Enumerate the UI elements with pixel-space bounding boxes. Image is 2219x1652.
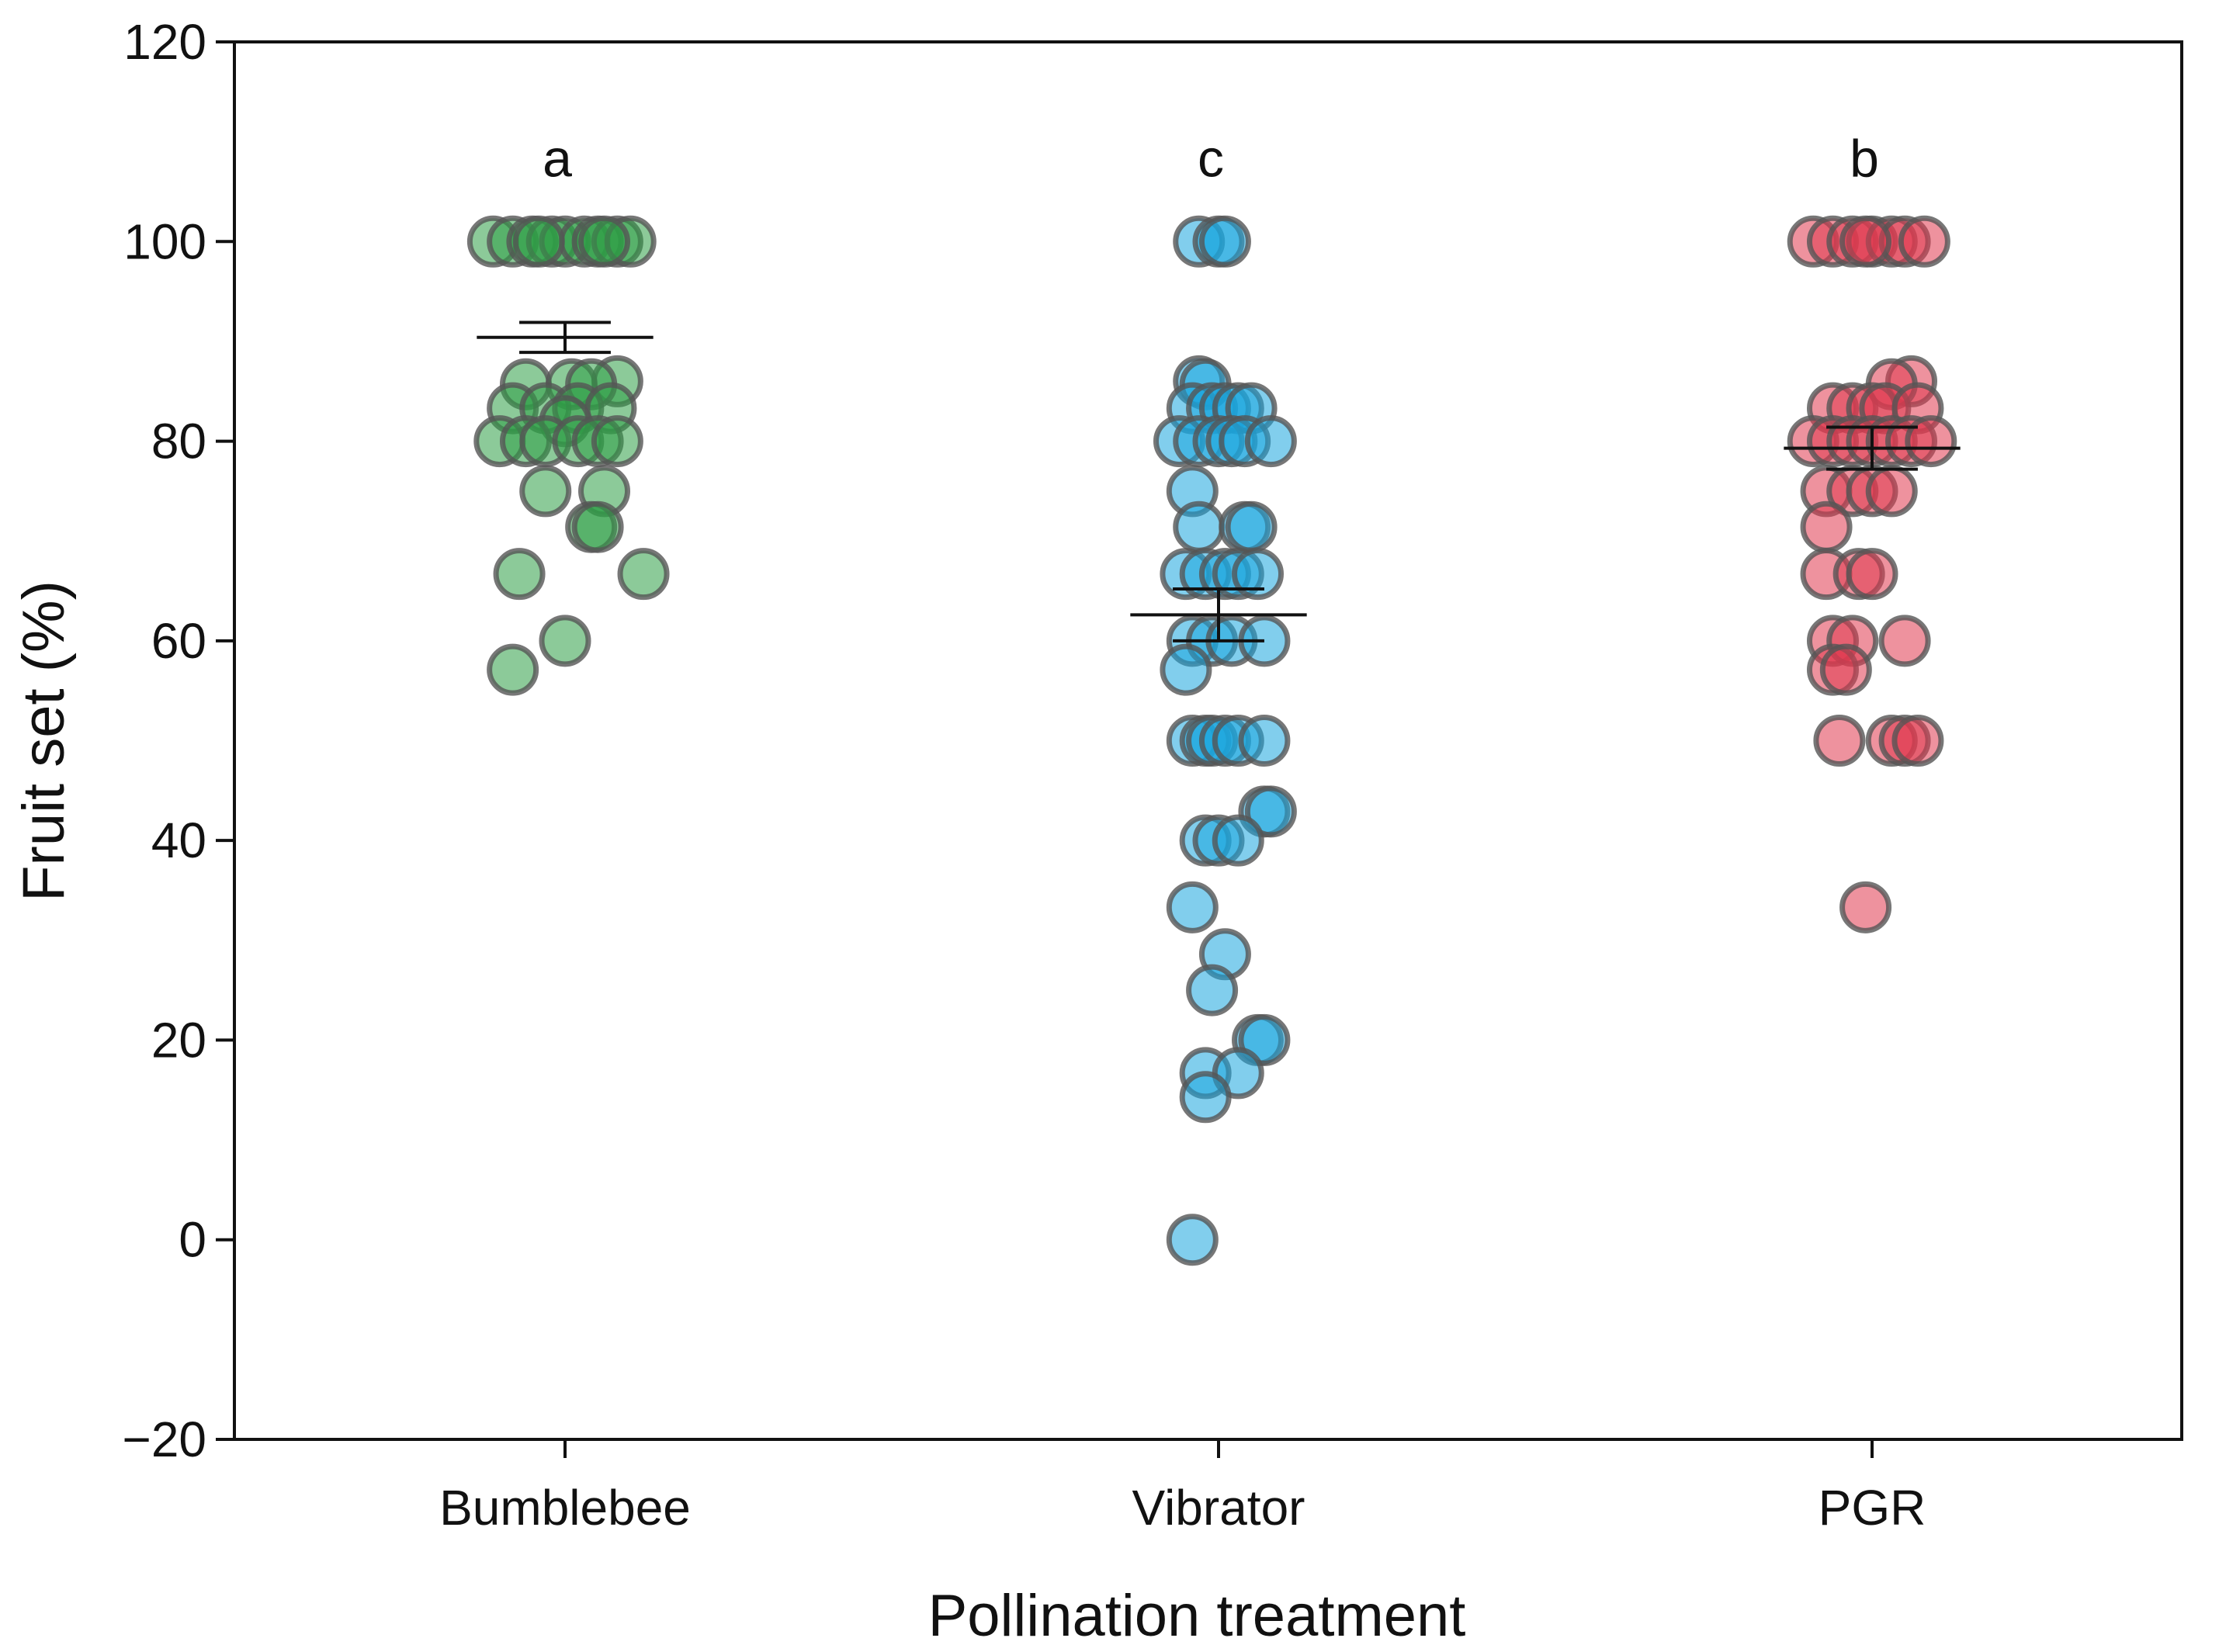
data-point <box>1198 215 1251 268</box>
y-tick-label: −20 <box>122 1411 206 1467</box>
y-tick-label: 60 <box>151 613 206 669</box>
data-point <box>1244 415 1297 468</box>
significance-letter: b <box>1850 130 1879 189</box>
y-tick-label: 40 <box>151 812 206 868</box>
plot-frame <box>233 40 2183 1441</box>
data-point <box>1839 881 1892 933</box>
y-tick-label: 20 <box>151 1012 206 1068</box>
x-tick-label: PGR <box>1819 1480 1926 1536</box>
data-point <box>591 415 643 468</box>
data-point <box>1846 548 1898 601</box>
data-point <box>1891 715 1944 767</box>
data-point <box>1232 548 1285 601</box>
data-point <box>1166 881 1219 933</box>
data-point <box>1238 715 1291 767</box>
data-point <box>1813 715 1866 767</box>
data-point <box>1186 964 1239 1016</box>
data-point <box>1179 1071 1232 1124</box>
significance-letter: a <box>543 130 572 189</box>
data-point <box>1898 215 1950 268</box>
data-point <box>617 548 670 601</box>
mean-error-bars-layer <box>477 320 1961 642</box>
data-point <box>571 500 624 553</box>
significance-letter: c <box>1198 130 1224 189</box>
data-point <box>493 548 546 601</box>
data-point <box>1865 465 1918 518</box>
data-point <box>487 643 539 696</box>
data-point <box>1244 785 1297 838</box>
data-point <box>1819 643 1872 696</box>
y-tick-label: 0 <box>179 1212 206 1268</box>
data-point <box>519 465 572 518</box>
data-point <box>1839 215 1892 268</box>
data-point <box>1800 500 1853 553</box>
y-axis-title: Fruit set (%) <box>11 580 77 902</box>
labels-layer: Pollination treatment Fruit set (%) a c b <box>11 130 1879 1649</box>
data-point <box>512 215 565 268</box>
x-axis-title: Pollination treatment <box>928 1583 1466 1649</box>
y-tick-label: 80 <box>151 414 206 469</box>
data-point <box>1225 500 1278 553</box>
data-point <box>1905 415 1957 468</box>
x-tick-label: Bumblebee <box>439 1480 691 1536</box>
data-point <box>1160 643 1212 696</box>
data-point <box>1173 500 1226 553</box>
y-tick-label: 120 <box>123 14 206 70</box>
x-tick-label: Vibrator <box>1132 1480 1305 1536</box>
data-point <box>1166 1214 1219 1266</box>
data-points-layer <box>466 215 1957 1266</box>
axes-layer: −20 0 20 40 60 80 100 120 Bumblebee Vibrator PGR <box>122 14 2183 1536</box>
data-point <box>578 215 631 268</box>
data-point <box>1878 615 1931 667</box>
data-point <box>1212 814 1264 867</box>
data-point <box>539 615 591 667</box>
y-tick-label: 100 <box>123 213 206 269</box>
